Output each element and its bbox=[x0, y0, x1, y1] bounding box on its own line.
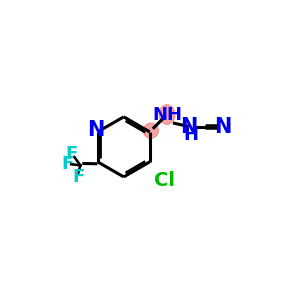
Text: H: H bbox=[183, 126, 198, 144]
Text: F: F bbox=[61, 155, 74, 173]
Ellipse shape bbox=[159, 105, 175, 124]
Text: N: N bbox=[87, 120, 105, 140]
Text: F: F bbox=[72, 168, 84, 186]
Text: N: N bbox=[180, 117, 198, 137]
Text: F: F bbox=[65, 145, 78, 163]
Ellipse shape bbox=[143, 123, 158, 138]
Text: NH: NH bbox=[152, 106, 182, 124]
Text: Cl: Cl bbox=[154, 171, 175, 190]
Text: N: N bbox=[214, 117, 231, 137]
